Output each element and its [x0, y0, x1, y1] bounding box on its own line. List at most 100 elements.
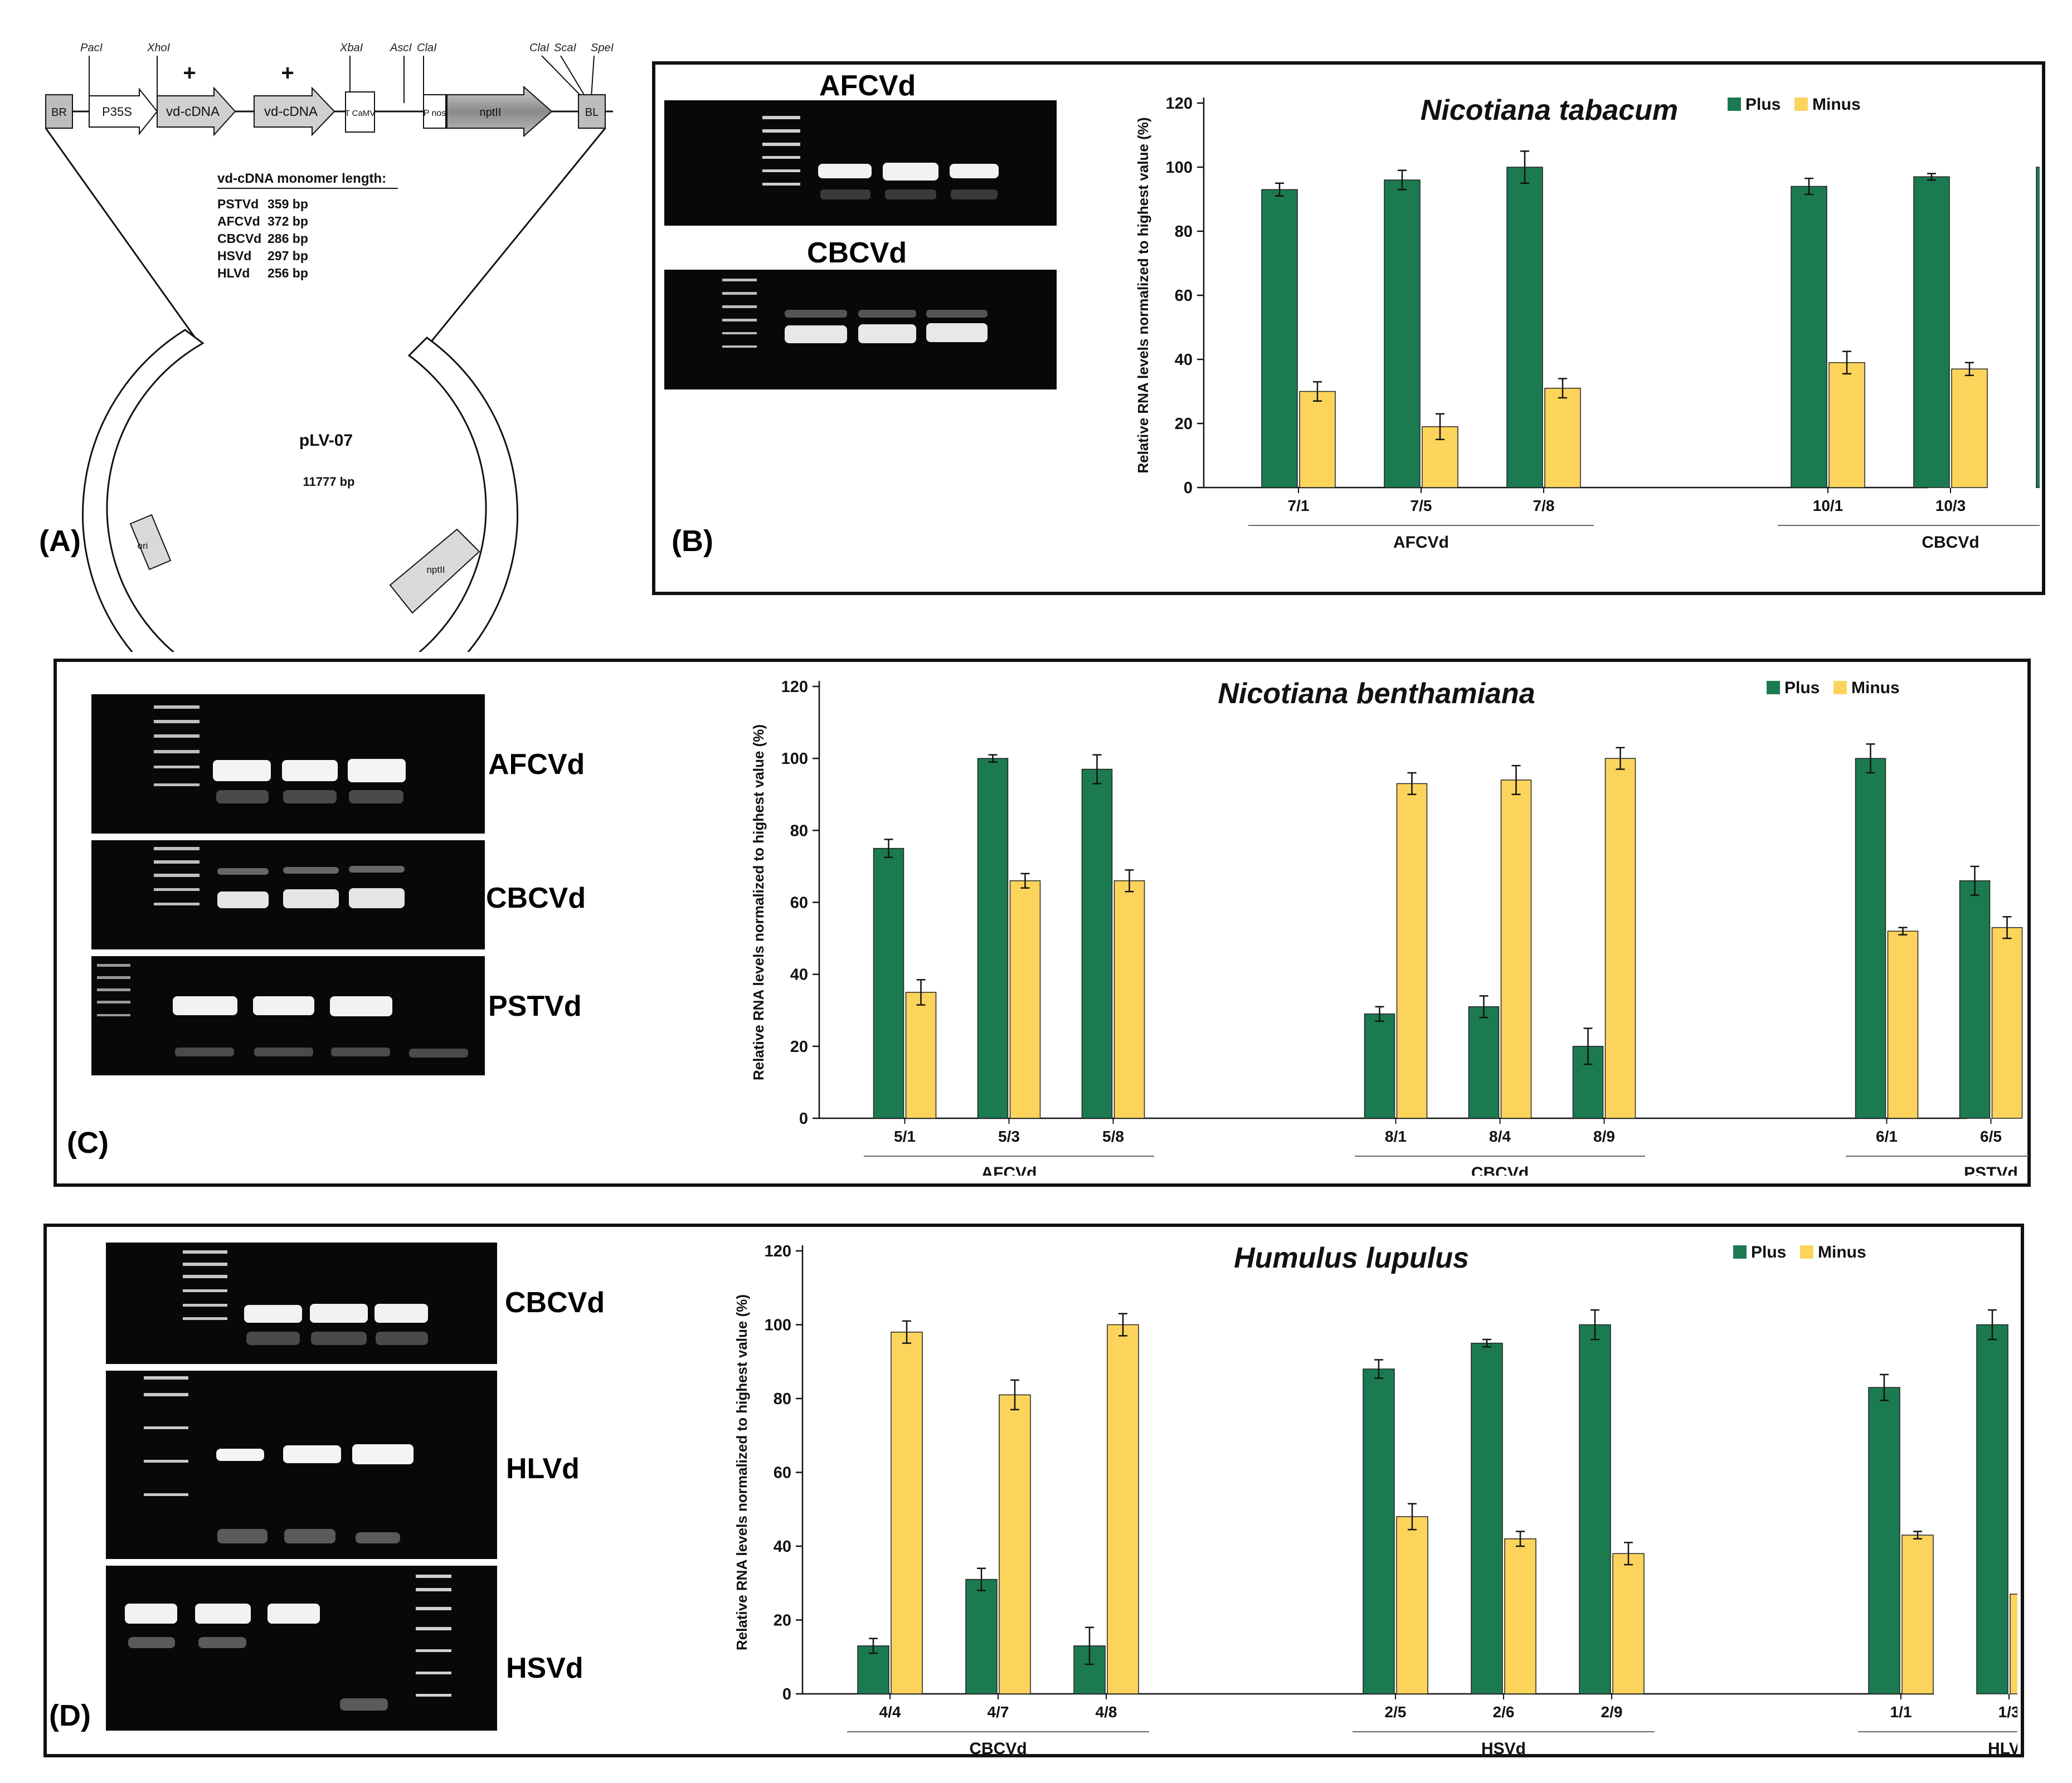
y-tick-label: 40 [774, 1538, 791, 1556]
gel-c-cbcvd [91, 840, 485, 949]
monomer-length-0: 359 bp [267, 197, 308, 211]
feature-vd-cdna-1: vd-cDNA [166, 104, 220, 119]
plasmid-name: pLV-07 [299, 431, 353, 450]
bar-plus [873, 847, 904, 1119]
gel-c-pstvd [91, 956, 485, 1075]
bar-minus [1113, 880, 1145, 1119]
feature-br-box [45, 94, 73, 129]
x-tick-label: 1/1 [1890, 1703, 1912, 1721]
bar-plus [1073, 1645, 1106, 1694]
bar-plus [1384, 179, 1421, 488]
nptii-segment-label: nptII [426, 564, 445, 575]
bar-minus [1951, 368, 1988, 488]
x-tick-label: 7/5 [1410, 497, 1432, 514]
bar-minus [1396, 1516, 1428, 1694]
chart-humulus-lupulus: 0 20 40 60 80 100 120 Relative RNA levels norma… [733, 1242, 2017, 1755]
bar-minus [1504, 1538, 1536, 1694]
chart-title: Humulus lupulus [1234, 1242, 1469, 1274]
y-tick-label: 80 [774, 1390, 791, 1408]
y-tick-label: 40 [790, 966, 808, 984]
gel-c-afcvd [91, 694, 485, 834]
x-tick-label: 2/5 [1385, 1703, 1407, 1721]
x-tick-label: 7/8 [1533, 497, 1555, 514]
y-tick-label: 20 [1175, 415, 1193, 433]
group-label: AFCVd [981, 1164, 1037, 1176]
feature-pnos: P nos [424, 109, 446, 118]
bar-plus [1468, 1006, 1500, 1119]
site-xbai: XbaI [339, 42, 363, 54]
monomer-name-3: HSVd [217, 249, 251, 263]
bar-minus [1604, 758, 1636, 1119]
panel-letter-d: (D) [49, 1699, 91, 1732]
monomer-name-4: HLVd [217, 266, 250, 280]
chart-nicotiana-benthamiana: 0 20 40 60 80 100 120 Relative RNA levels norma… [750, 678, 2029, 1176]
monomer-name-1: AFCVd [217, 214, 260, 228]
gel-label-c-pstvd: PSTVd [488, 990, 582, 1022]
bar-minus [1107, 1324, 1139, 1694]
y-axis-label: Relative RNA levels normalized to highes… [750, 724, 767, 1080]
gel-label-b-afcvd: AFCVd [819, 70, 916, 102]
bar-plus [1364, 1013, 1395, 1119]
site-clai-2: ClaI [529, 42, 549, 54]
y-axis-label: Relative RNA levels normalized to highes… [1135, 117, 1151, 473]
y-tick-label: 60 [774, 1464, 791, 1482]
group-label: AFCVd [1393, 533, 1449, 552]
bar-plus [1081, 768, 1113, 1119]
nptii-arrow [446, 85, 553, 138]
group-label: PSTVd [1964, 1164, 2018, 1176]
feature-p35s: P35S [102, 105, 132, 119]
y-tick-label: 100 [765, 1317, 791, 1334]
bar-plus [1363, 1368, 1395, 1694]
legend-swatch-minus [1794, 98, 1808, 111]
y-tick-label: 20 [790, 1038, 808, 1056]
x-tick-label: 5/1 [894, 1128, 916, 1145]
x-tick-label: 5/3 [998, 1128, 1020, 1145]
y-tick-label: 0 [782, 1685, 791, 1703]
site-spei: SpeI [591, 42, 614, 54]
x-tick-label: 7/1 [1288, 497, 1310, 514]
monomer-length-4: 256 bp [267, 266, 308, 280]
y-tick-label: 0 [799, 1110, 808, 1128]
legend-label-plus: Plus [1751, 1243, 1786, 1261]
y-tick-label: 20 [774, 1612, 791, 1630]
feature-bl-box [578, 94, 606, 129]
plasmid-ring [82, 329, 518, 652]
panel-letter-a: (A) [39, 524, 81, 558]
x-tick-label: 4/7 [988, 1703, 1009, 1721]
gel-d-hsvd [106, 1566, 497, 1731]
x-tick-label: 8/4 [1489, 1128, 1511, 1145]
nptii-segment [389, 528, 480, 614]
x-tick-label: 2/9 [1601, 1703, 1623, 1721]
x-tick-label: 6/5 [1980, 1128, 2002, 1145]
y-tick-label: 120 [781, 678, 808, 696]
bar-plus [1855, 758, 1886, 1119]
bar-minus [1612, 1553, 1645, 1694]
legend-swatch-plus [1733, 1245, 1747, 1259]
legend-swatch-plus [1767, 681, 1780, 694]
gel-label-d-hsvd: HSVd [506, 1652, 583, 1684]
bar-plus [2036, 167, 2040, 488]
gel-label-c-cbcvd: CBCVd [486, 882, 586, 914]
bar-minus [999, 1394, 1031, 1694]
gel-label-d-cbcvd: CBCVd [505, 1287, 605, 1319]
bar-minus [1009, 880, 1041, 1119]
x-tick-label: 8/9 [1593, 1128, 1615, 1145]
x-tick-label: 2/6 [1493, 1703, 1515, 1721]
x-tick-label: 4/8 [1096, 1703, 1117, 1721]
gel-b-cbcvd [664, 270, 1057, 389]
bar-plus [1506, 167, 1543, 488]
bar-plus [1868, 1387, 1900, 1694]
group-label: CBCVd [1471, 1164, 1529, 1176]
y-tick-label: 80 [790, 822, 808, 840]
bar-minus [1500, 780, 1532, 1119]
y-axis-label: Relative RNA levels normalized to highes… [733, 1294, 750, 1650]
bar-minus [1991, 927, 2023, 1119]
p35s-arrow [89, 87, 158, 135]
bar-minus [1901, 1534, 1934, 1694]
plasmid-size: 11777 bp [303, 475, 355, 489]
x-tick-label: 4/4 [879, 1703, 901, 1721]
x-tick-label: 10/1 [1813, 497, 1844, 514]
feature-nptii: nptII [480, 106, 502, 119]
group-label: CBCVd [969, 1740, 1027, 1755]
